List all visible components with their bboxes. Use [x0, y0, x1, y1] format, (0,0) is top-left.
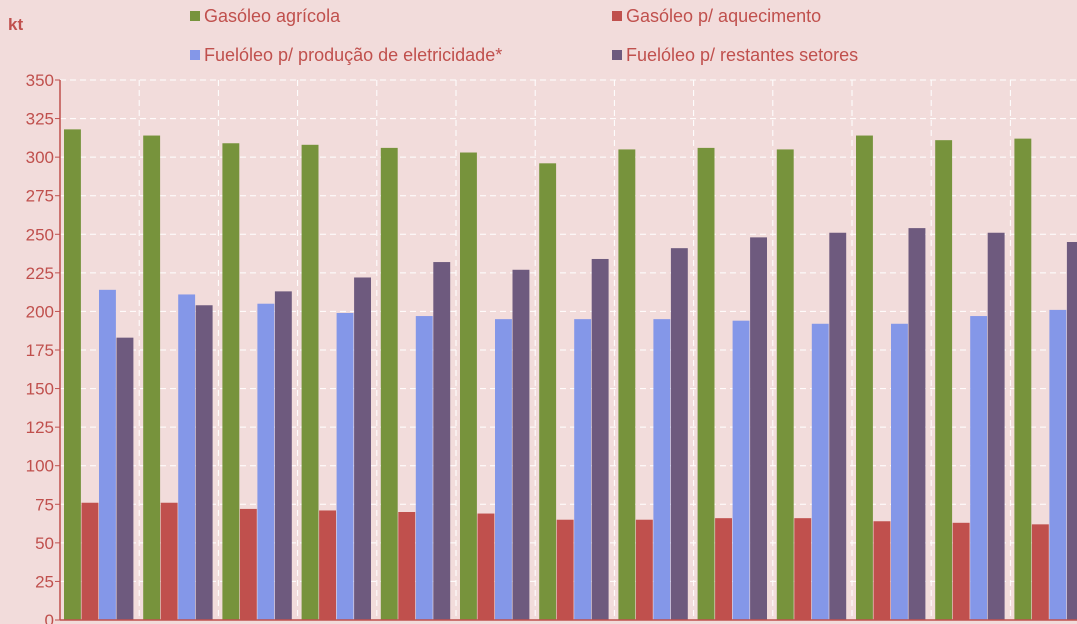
bar-3	[1049, 309, 1067, 620]
bar-1	[618, 149, 636, 620]
y-axis-label: kt	[8, 15, 23, 34]
bar-2	[160, 502, 178, 620]
bar-1	[143, 135, 161, 621]
y-tick-label: 100	[26, 457, 54, 476]
bar-2	[635, 519, 653, 620]
bar-4	[354, 277, 371, 620]
bar-1	[460, 152, 477, 620]
y-tick-label: 0	[45, 611, 54, 624]
bars	[64, 129, 1077, 621]
bar-3	[891, 323, 908, 620]
bar-3	[495, 319, 512, 620]
legend-swatch	[612, 11, 622, 21]
bar-3	[970, 316, 988, 620]
bar-3	[415, 316, 433, 620]
bar-3	[99, 289, 116, 620]
y-tick-label: 250	[26, 225, 54, 244]
bar-1	[64, 129, 81, 620]
y-tick-label: 175	[26, 341, 54, 360]
bar-2	[398, 512, 416, 620]
bar-3	[178, 294, 196, 620]
bar-2	[319, 510, 336, 620]
y-tick-label: 300	[26, 148, 54, 167]
bar-3	[653, 319, 671, 620]
legend-label: Gasóleo agrícola	[204, 6, 341, 26]
bar-4	[116, 337, 134, 620]
bar-1	[697, 147, 715, 620]
y-tick-label: 200	[26, 302, 54, 321]
bar-1	[539, 163, 557, 621]
bar-2	[477, 513, 495, 620]
bar-4	[750, 237, 767, 620]
bar-4	[433, 262, 451, 620]
y-tick-label: 50	[35, 534, 54, 553]
bar-1	[301, 144, 319, 621]
bar-4	[670, 248, 688, 620]
y-tick-label: 275	[26, 187, 54, 206]
legend-swatch	[612, 50, 622, 60]
bar-4	[829, 232, 847, 620]
bar-1	[935, 140, 953, 620]
bar-2	[556, 519, 574, 620]
bar-4	[591, 258, 609, 620]
y-tick-label: 25	[35, 572, 54, 591]
bar-3	[811, 323, 829, 620]
bar-3	[732, 320, 750, 620]
y-tick-label: 150	[26, 380, 54, 399]
y-tick-label: 125	[26, 418, 54, 437]
bar-2	[952, 522, 970, 620]
y-tick-label: 225	[26, 264, 54, 283]
bar-2	[873, 521, 891, 620]
bar-4	[512, 269, 530, 620]
axes: 0 25 50 75 100 125 150 175 200 225 250 275 300 325 350	[26, 71, 1077, 624]
legend-swatch	[190, 50, 200, 60]
bar-2	[81, 502, 99, 620]
bar-3	[336, 312, 354, 620]
bar-3	[257, 303, 275, 620]
bar-2	[1031, 524, 1049, 620]
legend: Gasóleo agrícola Gasóleo p/ aquecimento Fu…	[190, 6, 858, 65]
bar-4	[195, 305, 213, 620]
bar-1	[222, 143, 240, 620]
bar-4	[1066, 242, 1077, 620]
grid	[60, 79, 1077, 620]
bar-4	[274, 291, 292, 620]
y-tick-label: 325	[26, 110, 54, 129]
bar-2	[794, 518, 812, 620]
bar-2	[715, 518, 732, 620]
bar-1	[776, 149, 794, 620]
bar-4	[987, 232, 1005, 620]
bar-3	[574, 319, 592, 620]
legend-label: Fuelóleo p/ produção de eletricidade*	[204, 45, 502, 65]
y-tick-label: 75	[35, 495, 54, 514]
legend-swatch	[190, 11, 200, 21]
bar-4	[908, 228, 926, 620]
bar-1	[856, 135, 873, 621]
legend-label: Fuelóleo p/ restantes setores	[626, 45, 858, 65]
bar-1	[380, 147, 398, 620]
legend-label: Gasóleo p/ aquecimento	[626, 6, 821, 26]
bar-2	[239, 508, 257, 620]
y-tick-label: 350	[26, 71, 54, 90]
bar-1	[1014, 138, 1032, 620]
